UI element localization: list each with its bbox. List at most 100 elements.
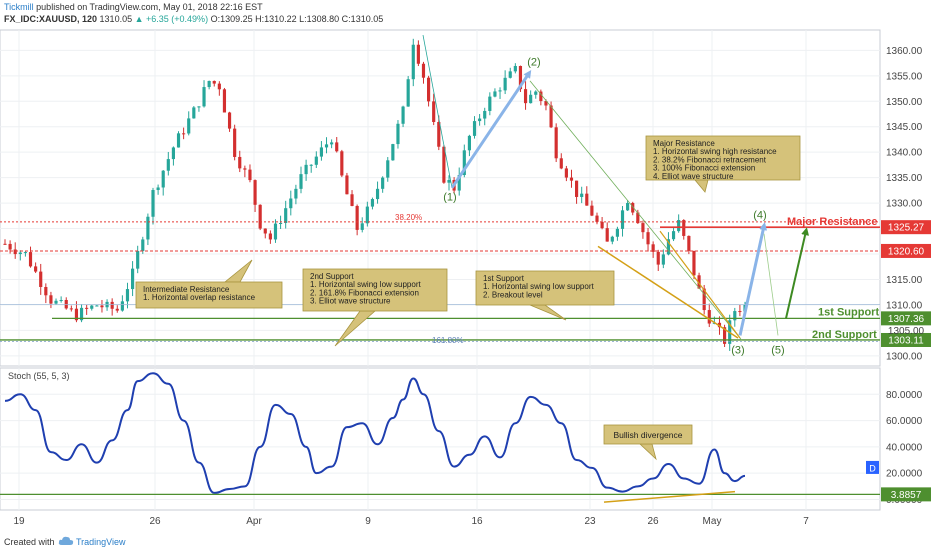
stoch-plot-area[interactable] [0,367,881,511]
candle-body [330,142,334,145]
candle-body [207,80,211,88]
candle-body [641,223,645,233]
candle-body [391,144,395,161]
candle-body [605,228,609,242]
major-resistance-tag-text: 1325.27 [888,223,925,234]
candle-body [100,305,104,308]
tradingview-brand[interactable]: TradingView [76,537,126,547]
candle-body [136,250,140,269]
candle-body [411,44,415,80]
price-pane[interactable]: 1300.001305.001310.001315.001320.001325.… [0,29,931,367]
candle-body [534,91,538,95]
candle-body [416,44,420,64]
candle-body [478,118,482,122]
y-tick-label: 1360.00 [886,46,923,57]
candle-body [483,110,487,119]
annotation-line: 2. 38.2% Fibonacci retracement [653,155,767,164]
x-tick-label: 26 [647,516,659,527]
candle-body [569,177,574,181]
annotation-box [603,424,693,445]
candle-body [447,179,451,183]
time-axis[interactable]: 19 26 Apr 9 16 23 26 May 7 [13,516,809,527]
candle-body [421,63,426,78]
candle-body [544,101,548,106]
candle-body [467,135,471,151]
candle-body [375,188,380,200]
stoch-value-text: 3.8857 [891,490,922,501]
candle-body [217,83,221,90]
divergence-line [603,490,736,503]
daily-badge[interactable] [866,460,879,474]
intermediate-resistance-tag-text: 1320.60 [888,246,925,257]
candle-body [227,112,232,129]
stoch-title: Stoch (55, 5, 3) [8,371,70,381]
candle-body [585,193,589,206]
candle-body [523,89,528,104]
candle-body [355,205,359,230]
candle-body [620,210,625,229]
stoch-tick-label: 60.0000 [886,416,923,427]
candle-body [707,310,711,324]
candle-body [233,128,237,157]
bullish-divergence-callout[interactable]: Bullish divergence [603,424,693,461]
candle-body [360,223,364,230]
stoch-tick-label: 20.0000 [886,469,923,480]
candle-body [646,232,650,245]
stoch-tick-label: 80.0000 [886,390,923,401]
candle-body [44,286,48,296]
candle-body [600,221,604,229]
x-tick-label: 9 [365,516,371,527]
candle-body [651,244,655,252]
candle-body [120,301,124,311]
trend-line [422,35,453,188]
candle-body [248,169,252,181]
y-tick-label: 1335.00 [886,173,923,184]
candle-body [161,170,165,188]
candle-body [192,107,196,119]
candle-body [3,243,7,245]
candle-body [79,307,84,321]
candle-body [253,180,257,205]
annotation-line: 2. Breakout level [483,290,543,299]
candle-body [59,299,63,301]
candle-body [677,220,681,232]
annotation-line: 1st Support [483,274,525,283]
candle-body [595,215,599,222]
candle-body [580,193,584,197]
candle-body [335,142,339,152]
candle-body [406,79,410,107]
annotation-line: 3. 100% Fibonacci extension [653,164,755,173]
candle-body [299,174,303,189]
candle-body [549,105,553,128]
price-plot-area[interactable] [0,29,881,367]
candle-body [273,223,278,240]
x-tick-label: May [703,516,722,527]
candle-body [396,123,400,145]
candle-body [472,121,477,136]
chart-canvas[interactable]: 1300.001305.001310.001315.001320.001325.… [0,26,932,533]
footer: Created with TradingView [0,533,932,550]
x-tick-label: 19 [13,516,25,527]
publisher-name[interactable]: Tickmill [4,2,34,12]
tradingview-cloud-icon [58,536,74,545]
candle-body [115,308,119,311]
divergence-label: Bullish divergence [614,430,683,440]
candle-body [442,146,446,183]
annotation-line: Intermediate Resistance [143,285,230,294]
wave-label: (3) [731,344,744,356]
candle-body [238,156,242,169]
y-tick-label: 1350.00 [886,97,923,108]
candle-body [493,91,497,97]
annotation-line: 1. Horizontal overlap resistance [143,293,256,302]
y-tick-label: 1300.00 [886,351,923,362]
candle-body [279,223,283,225]
stochastic-pane[interactable]: 0.0000020.000040.000060.000080.0000Stoch… [0,367,931,511]
candle-body [146,216,150,240]
major-resistance-label: Major Resistance [787,216,877,228]
chart-header: Tickmill published on TradingView.com, M… [0,0,932,26]
candle-body [671,231,676,240]
